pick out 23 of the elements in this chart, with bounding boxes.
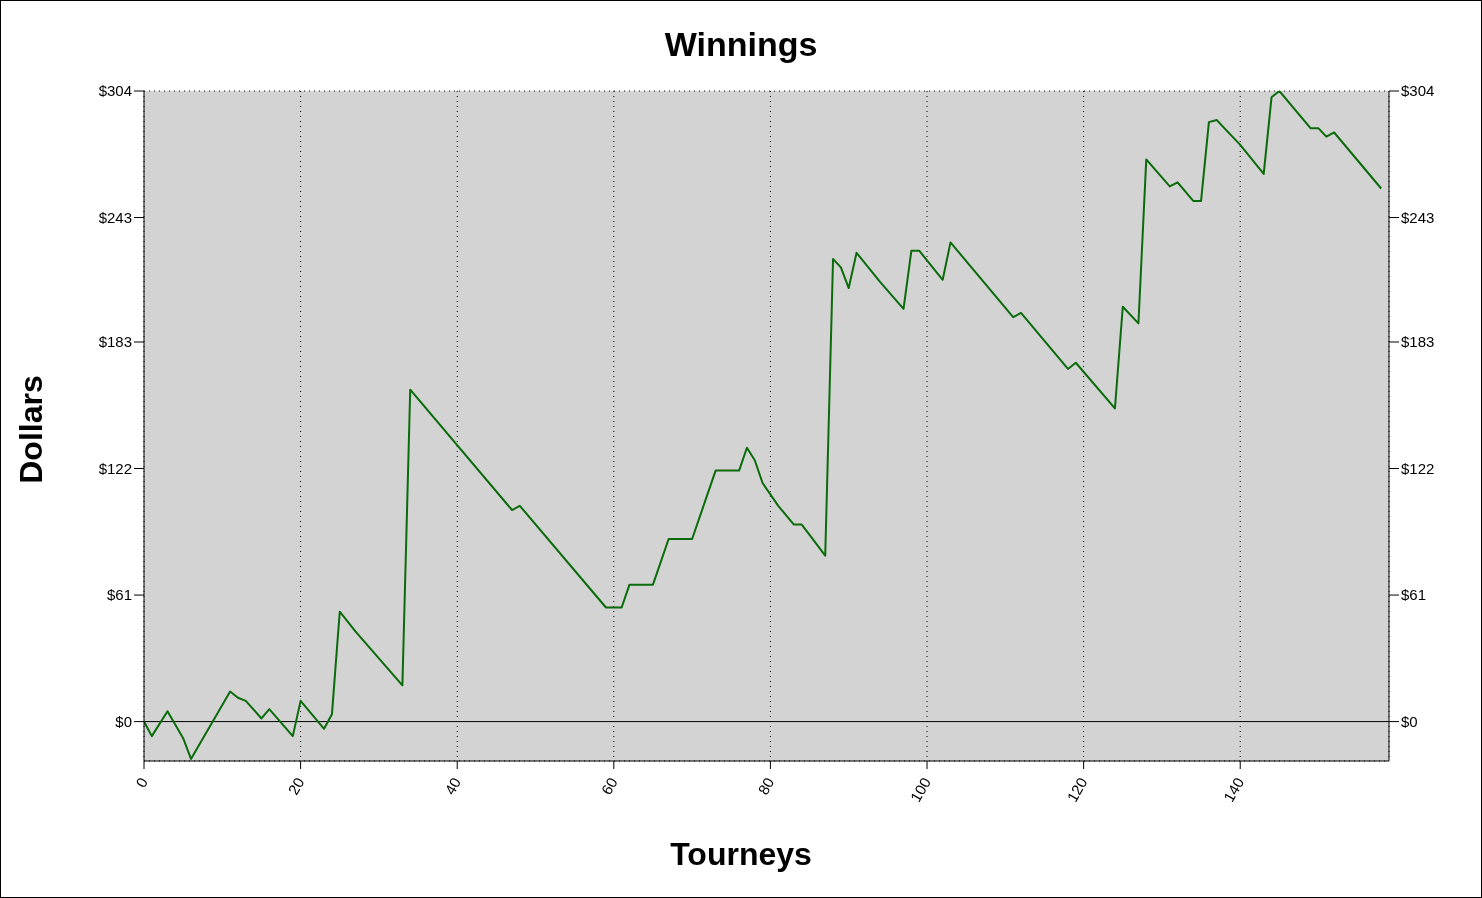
x-tick-label: 20 xyxy=(284,774,308,798)
y2-tick-label: $304 xyxy=(1401,82,1435,100)
x-tick-label: 140 xyxy=(1219,774,1248,805)
x-tick-label: 40 xyxy=(441,774,465,798)
x-axis-title: Tourneys xyxy=(669,836,813,873)
y2-tick-label: $122 xyxy=(1401,459,1435,477)
y-tick-label: $122 xyxy=(98,459,132,477)
y2-tick-label: $61 xyxy=(1401,586,1427,604)
chart-title: Winnings xyxy=(663,25,819,64)
x-tick-label: 80 xyxy=(754,774,778,798)
x-tick-label: 120 xyxy=(1063,774,1091,805)
y-tick-label: $243 xyxy=(98,208,132,226)
x-tick-label: 60 xyxy=(597,774,621,798)
x-tick-label: 0 xyxy=(132,774,151,791)
y-tick-label: $304 xyxy=(98,82,132,100)
y2-tick-label: $183 xyxy=(1401,333,1435,351)
y2-tick-label: $243 xyxy=(1401,208,1435,226)
y-axis-title: Dollars xyxy=(12,374,50,486)
y-tick-label: $0 xyxy=(115,712,132,730)
y-tick-label: $61 xyxy=(106,586,132,604)
x-tick-label: 100 xyxy=(906,774,934,805)
y-tick-label: $183 xyxy=(98,333,132,351)
y2-tick-label: $0 xyxy=(1401,712,1418,730)
